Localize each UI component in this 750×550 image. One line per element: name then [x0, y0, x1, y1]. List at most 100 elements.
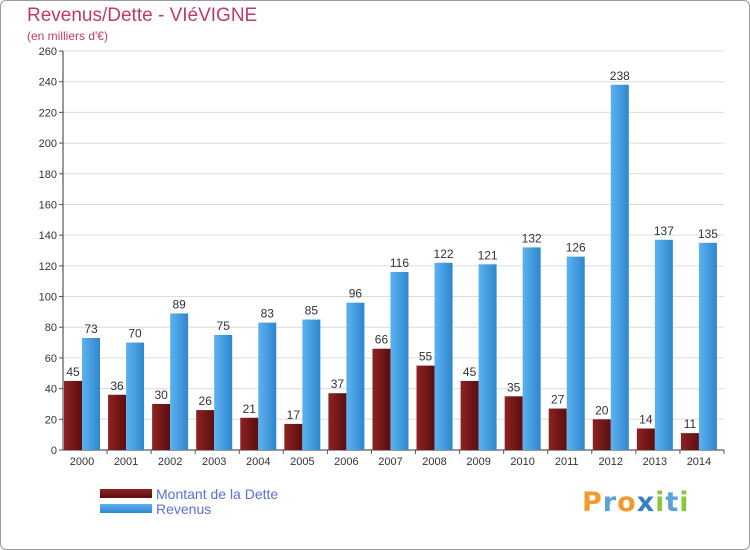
bar-revenus [610, 84, 629, 450]
data-label-revenus: 135 [698, 227, 718, 241]
x-tick-label: 2012 [599, 456, 623, 468]
y-tick-label: 160 [39, 199, 57, 211]
bar-revenus [434, 262, 453, 450]
x-tick-label: 2013 [643, 456, 667, 468]
bar-revenus [522, 247, 541, 450]
bar-dette [372, 348, 391, 450]
bar-dette [152, 403, 171, 450]
logo-letter: o [617, 487, 637, 518]
bar-dette [328, 393, 347, 450]
data-label-dette: 21 [243, 402, 257, 416]
data-label-revenus: 70 [128, 327, 142, 341]
bar-dette [108, 394, 127, 450]
x-tick-label: 2002 [158, 456, 182, 468]
bar-dette [548, 408, 567, 450]
y-tick-label: 200 [39, 138, 57, 150]
data-label-revenus: 96 [349, 287, 363, 301]
x-tick-label: 2014 [687, 456, 711, 468]
data-label-dette: 35 [507, 380, 521, 394]
legend-label-dette: Montant de la Dette [156, 485, 279, 502]
x-tick-label: 2006 [334, 456, 358, 468]
y-tick-label: 220 [39, 107, 57, 119]
data-label-revenus: 121 [478, 248, 498, 262]
bar-revenus [82, 337, 100, 450]
data-label-revenus: 85 [305, 304, 319, 318]
bar-dette [240, 417, 259, 450]
y-tick-label: 240 [39, 77, 57, 89]
bar-revenus [302, 319, 321, 450]
data-label-dette: 14 [639, 413, 653, 427]
x-tick-label: 2005 [290, 456, 314, 468]
logo-letter: i [679, 487, 690, 518]
data-label-revenus: 238 [610, 69, 630, 83]
bar-dette [680, 433, 699, 450]
data-label-dette: 11 [684, 417, 697, 431]
logo-letter: r [602, 487, 618, 518]
data-label-revenus: 83 [261, 307, 275, 321]
y-tick-label: 20 [45, 414, 57, 426]
data-label-revenus: 116 [390, 256, 409, 270]
logo-letter: x [636, 487, 656, 518]
bar-revenus [566, 256, 585, 450]
data-label-revenus: 75 [217, 319, 231, 333]
data-label-dette: 36 [110, 379, 124, 393]
legend-swatch-dette [100, 489, 152, 498]
data-label-revenus: 89 [172, 297, 186, 311]
y-tick-label: 260 [39, 46, 57, 58]
data-label-dette: 20 [595, 403, 609, 417]
data-label-dette: 37 [331, 377, 345, 391]
bar-dette [592, 419, 611, 450]
data-label-dette: 66 [375, 333, 389, 347]
bar-revenus [258, 322, 277, 450]
x-tick-label: 2003 [202, 456, 226, 468]
chart-subtitle: (en milliers d'€) [27, 29, 108, 43]
bar-revenus [478, 264, 497, 450]
y-tick-label: 180 [39, 169, 57, 181]
x-tick-label: 2010 [510, 456, 534, 468]
x-tick-label: 2011 [555, 456, 579, 468]
legend-swatch-revenus [100, 504, 152, 513]
x-tick-label: 2007 [378, 456, 402, 468]
bar-dette [284, 423, 303, 450]
logo-letter: P [582, 487, 603, 518]
legend-item-revenus: Revenus [100, 500, 278, 517]
logo-letter: i [655, 487, 666, 518]
bar-dette [636, 428, 655, 450]
data-label-dette: 45 [66, 365, 80, 379]
y-tick-label: 100 [39, 292, 57, 304]
bar-revenus [126, 342, 145, 450]
y-tick-label: 120 [39, 261, 57, 273]
data-label-dette: 30 [154, 388, 168, 402]
data-label-revenus: 137 [654, 224, 674, 238]
data-label-revenus: 132 [522, 231, 542, 245]
data-label-dette: 45 [463, 365, 477, 379]
bar-revenus [698, 242, 717, 450]
bar-revenus [390, 271, 409, 450]
legend-item-dette: Montant de la Dette [100, 485, 279, 502]
data-label-dette: 17 [287, 408, 301, 422]
y-tick-label: 80 [45, 322, 57, 334]
chart-title: Revenus/Dette - VIéVIGNE [27, 5, 258, 26]
x-tick-label: 2009 [466, 456, 490, 468]
x-tick-label: 2001 [114, 456, 138, 468]
bar-revenus [170, 313, 189, 450]
data-label-dette: 26 [199, 394, 213, 408]
x-tick-label: 2000 [70, 456, 94, 468]
bar-dette [460, 380, 479, 450]
legend: Montant de la Dette Revenus [100, 485, 279, 517]
bar-revenus [346, 302, 365, 450]
x-tick-label: 2004 [246, 456, 270, 468]
proxiti-logo: Proxiti [582, 487, 690, 518]
bar-dette [504, 396, 523, 450]
bar-revenus [214, 334, 233, 450]
y-tick-label: 140 [39, 230, 57, 242]
data-label-dette: 55 [419, 350, 433, 364]
y-tick-label: 0 [51, 445, 57, 457]
bar-dette [64, 380, 82, 450]
data-label-dette: 27 [551, 393, 565, 407]
data-label-revenus: 126 [566, 241, 586, 255]
bar-revenus [654, 239, 673, 450]
bar-dette [416, 365, 435, 450]
legend-label-revenus: Revenus [156, 500, 212, 517]
